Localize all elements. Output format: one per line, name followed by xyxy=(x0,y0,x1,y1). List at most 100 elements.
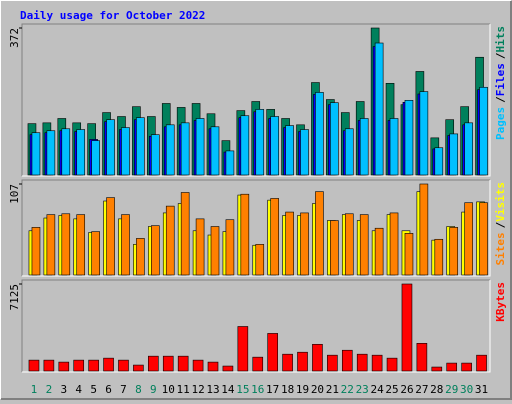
x-tick-label: 26 xyxy=(400,383,413,396)
x-tick-label: 11 xyxy=(177,383,190,396)
bar xyxy=(282,353,293,372)
bar xyxy=(327,354,338,372)
bar xyxy=(255,109,265,176)
bar xyxy=(270,198,279,276)
bar xyxy=(106,197,115,276)
bar xyxy=(148,355,159,372)
bar xyxy=(207,361,219,372)
y-tick-label: 107 xyxy=(8,184,21,204)
bar xyxy=(341,349,353,372)
bar xyxy=(297,351,308,372)
bar xyxy=(434,238,444,276)
x-tick-label: 7 xyxy=(120,383,127,396)
legend-separator: / xyxy=(494,96,507,103)
x-tick-label: 8 xyxy=(135,383,142,396)
bar xyxy=(267,333,278,372)
panel-bevel-dark xyxy=(21,279,490,372)
bar xyxy=(300,212,309,276)
bar xyxy=(118,359,129,372)
bar xyxy=(461,362,472,372)
bar xyxy=(106,119,115,176)
panel-bevel-dark xyxy=(21,179,490,276)
bar xyxy=(240,115,250,176)
bar xyxy=(165,205,175,276)
bar xyxy=(270,116,279,176)
bar xyxy=(136,238,145,276)
bar xyxy=(103,357,114,372)
bar xyxy=(91,231,100,276)
bar xyxy=(464,122,473,176)
legend-entry: KBytes xyxy=(494,282,507,322)
bar xyxy=(46,214,56,276)
x-tick-label: 18 xyxy=(281,383,294,396)
legend: Pages/Files/Hits xyxy=(494,26,507,140)
x-tick-label: 3 xyxy=(60,383,67,396)
bar xyxy=(431,366,443,372)
bar xyxy=(162,355,174,372)
bar xyxy=(61,213,71,276)
bar xyxy=(43,359,55,372)
bar xyxy=(404,233,414,276)
x-tick-label: 12 xyxy=(191,383,204,396)
bar xyxy=(133,364,144,372)
bar xyxy=(371,354,383,372)
bar xyxy=(479,86,488,176)
x-tick-label: 6 xyxy=(105,383,112,396)
bar xyxy=(177,355,189,372)
legend-entry: Files xyxy=(494,63,507,96)
x-tick-label: 31 xyxy=(475,383,488,396)
x-tick-label: 5 xyxy=(90,383,97,396)
bar xyxy=(401,283,413,372)
bar xyxy=(151,134,160,176)
y-tick-label: 372 xyxy=(8,28,21,48)
panel-bevel-dark xyxy=(21,23,490,176)
bar xyxy=(76,129,86,176)
bar xyxy=(285,211,294,276)
bar xyxy=(165,124,175,176)
bar xyxy=(237,326,249,372)
x-tick-label: 29 xyxy=(445,383,458,396)
legend: Sites /Visits xyxy=(494,182,507,266)
bar xyxy=(374,227,384,276)
bar xyxy=(419,91,429,176)
x-tick-label: 13 xyxy=(206,383,219,396)
bar xyxy=(91,140,100,176)
bar xyxy=(46,130,56,176)
y-tick-label: 7125 xyxy=(8,284,21,311)
bar xyxy=(312,343,323,372)
x-tick-label: 15 xyxy=(236,383,249,396)
bar xyxy=(222,365,234,372)
bar xyxy=(344,213,354,276)
bar xyxy=(210,226,220,276)
bar xyxy=(285,125,294,176)
bar xyxy=(359,214,369,276)
x-tick-label: 1 xyxy=(31,383,38,396)
legend-separator: / xyxy=(494,221,507,228)
bar xyxy=(225,219,235,276)
bar xyxy=(31,227,41,276)
legend-entry: Sites xyxy=(494,232,507,265)
x-tick-label: 24 xyxy=(370,383,384,396)
bar xyxy=(76,214,86,276)
bar xyxy=(374,42,384,176)
x-tick-label: 16 xyxy=(251,383,264,396)
bar xyxy=(28,359,40,372)
bar xyxy=(210,126,220,176)
bar xyxy=(58,361,70,372)
bar xyxy=(404,100,414,176)
bar xyxy=(386,357,398,372)
legend-entry: Hits xyxy=(494,26,507,53)
bar xyxy=(476,354,487,372)
bar xyxy=(300,129,309,176)
bar xyxy=(449,227,459,276)
panel-bevel-light xyxy=(22,280,491,373)
legend-entry: Visits xyxy=(494,182,507,222)
bar xyxy=(121,214,130,276)
bar xyxy=(151,225,160,276)
bar xyxy=(315,191,324,276)
bar xyxy=(419,183,429,276)
x-tick-label: 21 xyxy=(326,383,339,396)
bar xyxy=(252,356,264,372)
bar xyxy=(255,244,265,276)
